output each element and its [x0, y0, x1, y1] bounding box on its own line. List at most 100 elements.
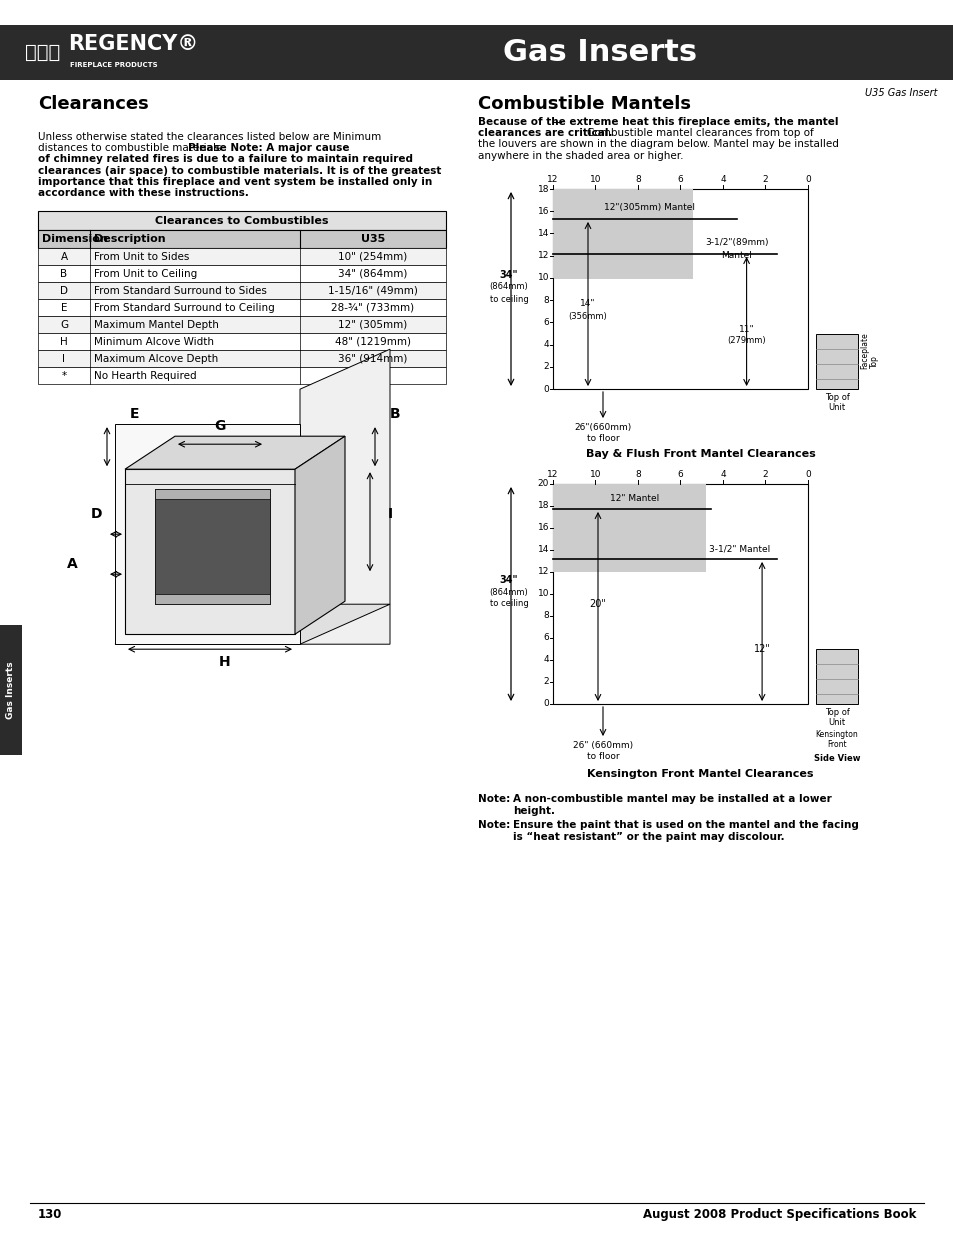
Text: 2: 2	[761, 175, 767, 184]
Text: of chimney related fires is due to a failure to maintain required: of chimney related fires is due to a fai…	[38, 154, 413, 164]
Bar	[154, 489, 270, 499]
Text: From Standard Surround to Ceiling: From Standard Surround to Ceiling	[94, 303, 274, 312]
Text: I: I	[387, 508, 392, 521]
Polygon shape	[294, 436, 345, 635]
Text: No Hearth Required: No Hearth Required	[94, 370, 196, 380]
Text: 2: 2	[543, 362, 548, 372]
Text: E: E	[61, 303, 67, 312]
Bar	[38, 367, 446, 384]
Bar	[553, 189, 807, 389]
Text: Dimension: Dimension	[42, 235, 108, 245]
Text: B: B	[389, 408, 400, 421]
Polygon shape	[299, 350, 390, 645]
Text: 20": 20"	[589, 599, 606, 609]
Text: 12: 12	[537, 251, 548, 261]
Text: *: *	[61, 370, 67, 380]
Text: distances to combustible materials.: distances to combustible materials.	[38, 143, 232, 153]
Text: Mantel: Mantel	[720, 251, 751, 261]
Text: Maximum Mantel Depth: Maximum Mantel Depth	[94, 320, 218, 330]
Text: (864mm): (864mm)	[489, 283, 528, 291]
Text: (356mm): (356mm)	[568, 311, 607, 321]
Bar	[38, 283, 446, 299]
Text: 18: 18	[537, 184, 548, 194]
Text: FIREPLACE PRODUCTS: FIREPLACE PRODUCTS	[70, 62, 157, 68]
Text: U35 Gas Insert: U35 Gas Insert	[864, 88, 937, 98]
Text: REGENCY®: REGENCY®	[68, 35, 198, 54]
Text: 6: 6	[677, 175, 682, 184]
Bar	[553, 484, 807, 704]
Text: anywhere in the shaded area or higher.: anywhere in the shaded area or higher.	[477, 151, 682, 161]
Polygon shape	[125, 469, 294, 635]
Bar	[815, 333, 857, 389]
Text: Unit: Unit	[827, 403, 844, 412]
Text: A non-combustible mantel may be installed at a lower
height.: A non-combustible mantel may be installe…	[513, 794, 831, 815]
Text: 28-¾" (733mm): 28-¾" (733mm)	[331, 303, 415, 312]
Text: 4: 4	[720, 471, 725, 479]
Text: 0: 0	[542, 699, 548, 709]
Text: 14: 14	[537, 228, 548, 238]
Text: importance that this fireplace and vent system be installed only in: importance that this fireplace and vent …	[38, 177, 432, 186]
Text: 10" (254mm): 10" (254mm)	[338, 252, 407, 262]
Polygon shape	[154, 489, 270, 604]
Text: A: A	[67, 557, 77, 572]
Text: Gas Inserts: Gas Inserts	[502, 38, 697, 67]
Polygon shape	[553, 484, 705, 572]
Text: 6: 6	[677, 471, 682, 479]
Text: to floor: to floor	[586, 433, 618, 443]
Text: clearances are critical.: clearances are critical.	[477, 128, 616, 138]
Text: 26"(660mm): 26"(660mm)	[574, 424, 631, 432]
Text: 10: 10	[589, 175, 600, 184]
Text: 34" (864mm): 34" (864mm)	[338, 269, 407, 279]
Text: Note:: Note:	[477, 820, 510, 830]
Text: 34": 34"	[499, 576, 517, 585]
Text: Minimum Alcove Width: Minimum Alcove Width	[94, 337, 213, 347]
Text: A: A	[60, 252, 68, 262]
Text: 12"(305mm) Mantel: 12"(305mm) Mantel	[604, 203, 695, 212]
Bar	[38, 248, 446, 266]
Text: Clearances to Combustibles: Clearances to Combustibles	[155, 216, 329, 226]
Text: Bay & Flush Front Mantel Clearances: Bay & Flush Front Mantel Clearances	[585, 450, 815, 459]
Text: Clearances: Clearances	[38, 95, 149, 112]
Text: 10: 10	[537, 273, 548, 283]
Text: 14": 14"	[579, 300, 595, 309]
Text: Kensington: Kensington	[815, 730, 858, 739]
Text: Kensington Front Mantel Clearances: Kensington Front Mantel Clearances	[587, 769, 813, 779]
Text: From Unit to Sides: From Unit to Sides	[94, 252, 190, 262]
Bar	[38, 316, 446, 333]
Bar	[38, 266, 446, 283]
Text: 10: 10	[589, 471, 600, 479]
Text: Gas Inserts: Gas Inserts	[7, 661, 15, 719]
Text: H: H	[219, 656, 231, 669]
Text: 4: 4	[720, 175, 725, 184]
Text: 12: 12	[547, 175, 558, 184]
Bar	[38, 299, 446, 316]
Text: Top: Top	[869, 356, 878, 368]
Polygon shape	[115, 424, 299, 645]
Text: clearances (air space) to combustible materials. It is of the greatest: clearances (air space) to combustible ma…	[38, 165, 441, 175]
Text: 12: 12	[547, 471, 558, 479]
Text: Combustible Mantels: Combustible Mantels	[477, 95, 690, 112]
Bar	[38, 211, 446, 230]
Text: Because of the extreme heat this fireplace emits, the mantel: Because of the extreme heat this firepla…	[477, 117, 838, 127]
Text: 2: 2	[543, 678, 548, 687]
Polygon shape	[0, 740, 22, 755]
Text: 3-1/2" Mantel: 3-1/2" Mantel	[708, 543, 769, 553]
Polygon shape	[553, 189, 693, 279]
Text: From Unit to Ceiling: From Unit to Ceiling	[94, 269, 197, 279]
Text: 16: 16	[537, 206, 548, 216]
Text: Maximum Alcove Depth: Maximum Alcove Depth	[94, 353, 218, 363]
Bar	[0, 25, 953, 80]
Bar	[815, 650, 857, 704]
Text: ⧗⧗⧗: ⧗⧗⧗	[25, 43, 60, 62]
Text: 130: 130	[38, 1208, 62, 1221]
Text: (279mm): (279mm)	[726, 336, 765, 346]
Text: 12: 12	[537, 568, 548, 577]
Text: 12" Mantel: 12" Mantel	[609, 494, 659, 503]
Text: Note:: Note:	[477, 794, 510, 804]
Bar	[38, 230, 446, 248]
Text: Description: Description	[94, 235, 166, 245]
Text: Unless otherwise stated the clearances listed below are Minimum: Unless otherwise stated the clearances l…	[38, 132, 381, 142]
Text: accordance with these instructions.: accordance with these instructions.	[38, 188, 249, 198]
Text: 3-1/2"(89mm): 3-1/2"(89mm)	[704, 238, 767, 247]
Text: Please Note: A major cause: Please Note: A major cause	[188, 143, 349, 153]
